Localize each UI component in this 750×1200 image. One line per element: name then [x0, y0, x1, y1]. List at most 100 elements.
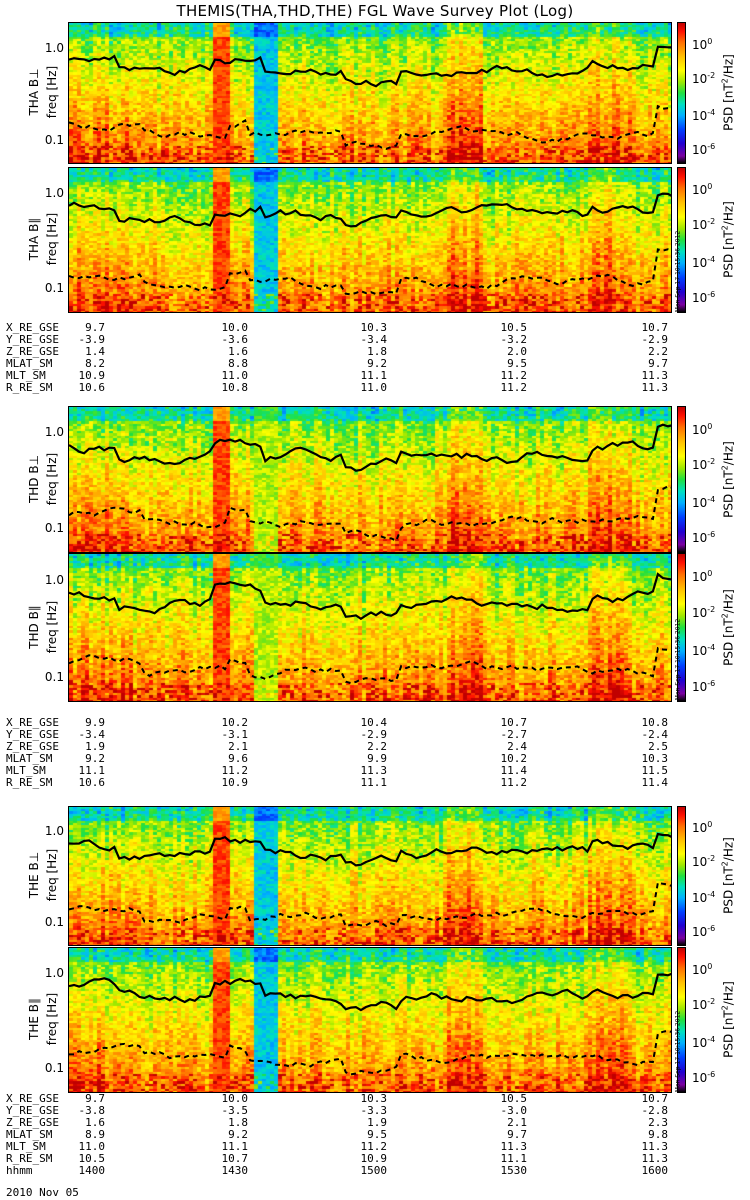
ephemeris-value: 2.0 — [507, 345, 527, 358]
dashed-frequency-line — [69, 646, 671, 685]
colorbar — [677, 22, 686, 164]
ephemeris-value: 11.1 — [360, 369, 388, 382]
ephemeris-value: 8.2 — [85, 357, 105, 370]
colorbar-tick-label: 10-6 — [692, 924, 716, 939]
solid-frequency-line — [69, 832, 671, 867]
panel-ylabel: THD B⊥ — [27, 454, 41, 503]
spectrogram-image — [69, 23, 671, 163]
panel-yunit: freq [Hz] — [45, 600, 59, 653]
ephemeris-row-mlat-sm: MLAT_SM 8.9 9.2 9.5 9.7 9.8 — [6, 1129, 706, 1140]
ephemeris-value: -3.4 — [78, 728, 106, 741]
colorbar-tick-label: 10-2 — [692, 456, 716, 472]
colorbar — [677, 947, 686, 1093]
ephemeris-name: MLT_SM — [6, 1140, 46, 1153]
ephemeris-value: -3.4 — [360, 333, 388, 346]
ytick-label: 0.1 — [44, 521, 64, 535]
ephemeris-value: 1.4 — [85, 345, 105, 358]
ephemeris-value: 11.4 — [641, 776, 669, 789]
ephemeris-value: -2.7 — [500, 728, 528, 741]
ephemeris-value: 11.1 — [360, 776, 388, 789]
panel-yunit: freq [Hz] — [45, 848, 59, 902]
panel-ylabel: THA B⊥ — [27, 68, 41, 116]
colorbar-unit-label: PSD [nT2/Hz] — [720, 588, 736, 666]
ephemeris-value: -3.6 — [221, 333, 249, 346]
ephemeris-value: -3.3 — [360, 1104, 388, 1117]
timestamp-stamp: Mon Sep 17 10:15:36 2012 — [674, 619, 682, 701]
ephemeris-value: 1.9 — [85, 740, 105, 753]
line-overlay — [69, 423, 671, 543]
colorbar-unit-label: PSD [nT2/Hz] — [720, 981, 736, 1058]
ephemeris-value: 10.0 — [221, 1092, 249, 1105]
ytick-label: 1.0 — [44, 966, 64, 981]
ephemeris-value: 9.2 — [85, 752, 105, 765]
spectrogram-panel-4 — [68, 553, 672, 702]
panel-ylabel: THE B⊥ — [27, 851, 41, 899]
ytick-label: 1.0 — [44, 425, 64, 440]
ephemeris-value: 10.6 — [78, 381, 106, 394]
ephemeris-value: 9.5 — [507, 357, 527, 370]
ephemeris-value: 11.1 — [221, 1140, 249, 1153]
ephemeris-value: 10.5 — [500, 321, 528, 334]
ephemeris-value: 9.7 — [85, 1092, 105, 1105]
panel-yunit: freq [Hz] — [45, 452, 59, 505]
solid-frequency-line — [69, 572, 671, 621]
ephemeris-name: Y_RE_GSE — [6, 1104, 59, 1117]
spectrogram-image — [69, 807, 671, 945]
ephemeris-value: -3.0 — [500, 1104, 528, 1117]
panel-yunit: freq [Hz] — [45, 992, 59, 1046]
ephemeris-value: 2.2 — [648, 345, 668, 358]
ephemeris-value: 11.3 — [500, 1140, 528, 1153]
ephemeris-row-r-re-sm: R_RE_SM 10.6 10.8 11.0 11.2 11.3 — [6, 382, 706, 393]
dashed-frequency-line — [69, 881, 671, 928]
ephemeris-value: 9.9 — [85, 716, 105, 729]
spectrogram-image — [69, 407, 671, 552]
ephemeris-row-hhmm: hhmm 1400 1430 1500 1530 1600 — [6, 1165, 706, 1176]
ephemeris-name: R_RE_SM — [6, 776, 53, 789]
ephemeris-value: -3.2 — [500, 333, 528, 346]
ephemeris-row-mlt-sm: MLT_SM 11.0 11.1 11.2 11.3 11.3 — [6, 1141, 706, 1152]
ytick-label: 0.1 — [44, 669, 64, 684]
ephemeris-value: 8.8 — [228, 357, 248, 370]
dashed-frequency-line — [69, 1029, 671, 1076]
ephemeris-value: 10.5 — [500, 1092, 528, 1105]
ytick-label: 0.1 — [44, 1061, 64, 1076]
solid-frequency-line — [69, 423, 671, 472]
ephemeris-value: 10.0 — [221, 321, 249, 334]
ephemeris-value: 10.4 — [360, 716, 388, 729]
colorbar-tick-label: 10-4 — [692, 495, 716, 511]
ephemeris-value: 11.3 — [641, 1140, 669, 1153]
ephemeris-value: -2.9 — [641, 333, 669, 346]
ephemeris-value: 9.9 — [367, 752, 387, 765]
ephemeris-value: 11.1 — [78, 764, 106, 777]
ephemeris-value: 10.2 — [221, 716, 249, 729]
ephemeris-row-z-re-gse: Z_RE_GSE 1.9 2.1 2.2 2.4 2.5 — [6, 741, 706, 752]
ephemeris-value: 9.6 — [228, 752, 248, 765]
line-overlay — [69, 45, 671, 150]
spectrogram-panel-2 — [68, 167, 672, 313]
line-overlay — [69, 192, 671, 296]
ephemeris-value: 11.3 — [641, 381, 669, 394]
ephemeris-value: 10.3 — [641, 752, 669, 765]
colorbar-tick-label: 10-4 — [692, 890, 716, 906]
colorbar-tick-label: 10-6 — [692, 290, 716, 306]
solid-frequency-line — [69, 45, 671, 88]
ephemeris-value: 10.7 — [500, 716, 528, 729]
ephemeris-row-r-re-sm: R_RE_SM 10.5 10.7 10.9 11.1 11.3 — [6, 1153, 706, 1164]
spectrogram-image — [69, 554, 671, 701]
ephemeris-value: 10.9 — [78, 369, 106, 382]
ephemeris-name: MLAT_SM — [6, 752, 53, 765]
ephemeris-value: 10.9 — [360, 1152, 388, 1165]
ephemeris-value: 8.9 — [85, 1128, 105, 1141]
ephemeris-value: -2.4 — [641, 728, 669, 741]
ephemeris-row-x-re-gse: X_RE_GSE 9.7 10.0 10.3 10.5 10.7 — [6, 1093, 706, 1104]
colorbar-tick-label: 100 — [692, 962, 713, 978]
ephemeris-value: 11.2 — [221, 764, 249, 777]
ephemeris-value: 11.3 — [360, 764, 388, 777]
colorbar-tick-label: 10-4 — [692, 1035, 716, 1051]
solid-frequency-line — [69, 192, 671, 228]
panel-ylabel: THD B∥ — [27, 604, 41, 649]
ephemeris-value: 2.5 — [648, 740, 668, 753]
ephemeris-value: -3.9 — [78, 333, 106, 346]
ephemeris-value: -3.5 — [221, 1104, 249, 1117]
ephemeris-value: 10.5 — [78, 1152, 106, 1165]
